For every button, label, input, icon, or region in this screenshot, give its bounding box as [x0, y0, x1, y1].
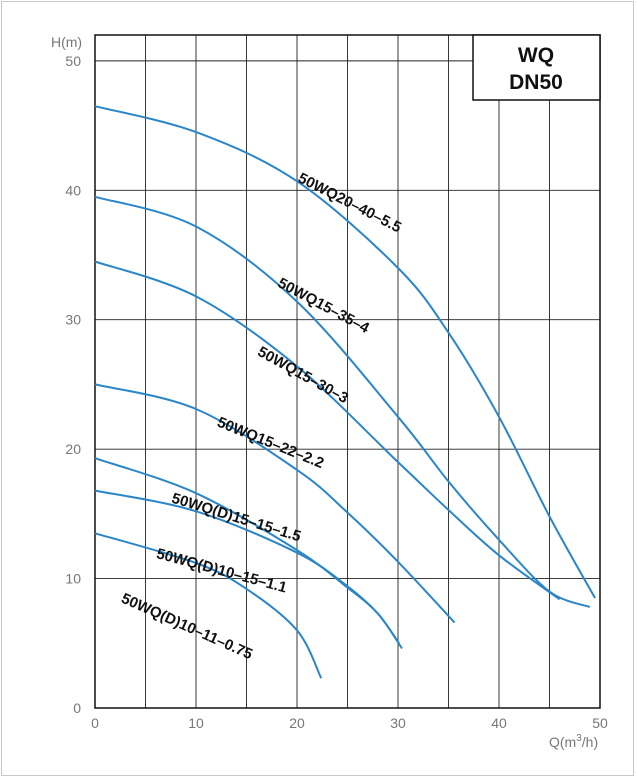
x-tick-label: 30 [390, 715, 406, 731]
x-tick-label: 10 [188, 715, 204, 731]
tick-labels: 0 10 20 30 40 50 0 10 20 30 40 50 [65, 53, 608, 731]
y-tick-label: 10 [65, 571, 81, 587]
curve-line-5 [94, 457, 403, 650]
x-tick-label: 50 [592, 715, 608, 731]
x-axis-label: Q(m3/h) [549, 733, 598, 750]
x-tick-label: 20 [289, 715, 305, 731]
curve-line-6 [94, 489, 400, 644]
title-box [472, 34, 601, 101]
grid-lines [95, 35, 600, 708]
y-tick-label: 20 [65, 441, 81, 457]
curve-line-3 [94, 260, 561, 601]
curve-line-2 [94, 195, 591, 608]
curve-line-7 [94, 532, 323, 679]
curve-line-1 [94, 105, 596, 599]
y-tick-label: 50 [65, 53, 81, 69]
curve-label-1: 50WQ20–40–5.5 [295, 170, 404, 237]
y-axis-label: H(m) [51, 34, 82, 50]
curve-label-6: 50WQ(D)10–15–1.1 [155, 545, 289, 596]
x-axis-label-main: Q(m [549, 734, 576, 750]
curve-label-4: 50WQ15–22–2.2 [215, 414, 327, 472]
x-tick-label: 0 [91, 715, 99, 731]
y-tick-label: 0 [73, 700, 81, 716]
performance-curves [94, 105, 596, 679]
x-axis-label-superscript: 3 [576, 733, 582, 744]
x-axis-label-tail: /h) [582, 734, 598, 750]
curve-line-4 [94, 383, 456, 624]
x-tick-label: 40 [491, 715, 507, 731]
title-line-1: WQ [518, 44, 554, 67]
curve-label-5: 50WQ(D)15–15–1.5 [170, 490, 303, 546]
curve-labels: 50WQ20–40–5.550WQ15–35–450WQ15–30–350WQ1… [119, 170, 404, 664]
curve-label-7: 50WQ(D)10–11–0.75 [119, 590, 255, 663]
y-tick-label: 30 [65, 312, 81, 328]
title-line-2: DN50 [509, 71, 563, 94]
y-tick-label: 40 [65, 182, 81, 198]
curve-label-3: 50WQ15–30–3 [255, 343, 351, 407]
plot-border [94, 34, 601, 709]
